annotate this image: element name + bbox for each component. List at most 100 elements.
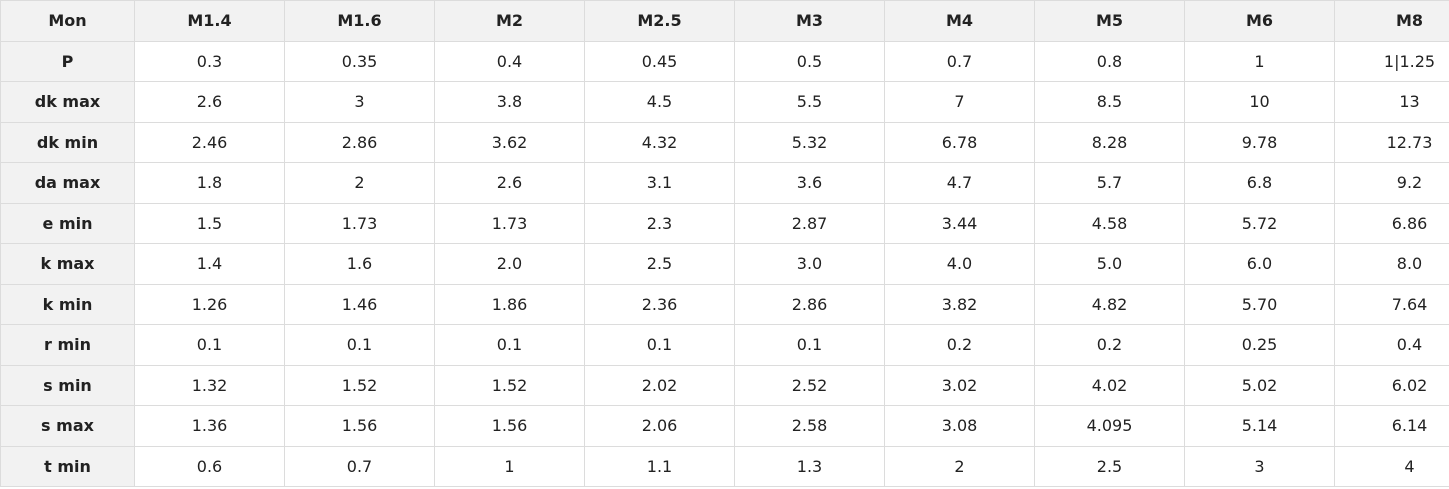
table-cell: 1.32 (134, 364, 285, 406)
table-cell: 1.5 (134, 202, 285, 244)
table-cell: 2.36 (584, 283, 735, 325)
table-cell: 2.6 (134, 81, 285, 123)
table-cell: 1.73 (434, 202, 585, 244)
table-cell: 4.095 (1034, 405, 1185, 447)
table-cell: 1.26 (134, 283, 285, 325)
table-cell: 2.6 (434, 162, 585, 204)
table-cell: 4.0 (884, 243, 1035, 285)
row-label: dk min (0, 121, 135, 163)
row-label: e min (0, 202, 135, 244)
table-cell: 1.36 (134, 405, 285, 447)
table-cell: 2.86 (734, 283, 885, 325)
table-cell: 6.86 (1334, 202, 1449, 244)
table-cell: 0.45 (584, 40, 735, 82)
table-cell: 0.1 (584, 324, 735, 366)
table-cell: 1.56 (284, 405, 435, 447)
table-row: k min 1.26 1.46 1.86 2.36 2.86 3.82 4.82 5.70 7.6… (0, 283, 1449, 325)
table-cell: 5.7 (1034, 162, 1185, 204)
header-cell: M1.4 (134, 0, 285, 42)
table-cell: 1.4 (134, 243, 285, 285)
table-cell: 2.3 (584, 202, 735, 244)
table-cell: 1 (1184, 40, 1335, 82)
table-cell: 2.02 (584, 364, 735, 406)
table-cell: 1.6 (284, 243, 435, 285)
table-cell: 1.52 (284, 364, 435, 406)
table-cell: 8.5 (1034, 81, 1185, 123)
table-cell: 9.78 (1184, 121, 1335, 163)
table-cell: 4.02 (1034, 364, 1185, 406)
table-cell: 2.0 (434, 243, 585, 285)
table-cell: 3.6 (734, 162, 885, 204)
header-cell: M2 (434, 0, 585, 42)
table-cell: 0.2 (1034, 324, 1185, 366)
table-cell: 13 (1334, 81, 1449, 123)
table-cell: 0.1 (134, 324, 285, 366)
table-cell: 3.08 (884, 405, 1035, 447)
table-cell: 0.25 (1184, 324, 1335, 366)
row-label: da max (0, 162, 135, 204)
table-cell: 3 (284, 81, 435, 123)
table-cell: 0.4 (434, 40, 585, 82)
row-label: t min (0, 445, 135, 487)
table-cell: 0.4 (1334, 324, 1449, 366)
table-cell: 0.5 (734, 40, 885, 82)
table-cell: 0.7 (884, 40, 1035, 82)
table-cell: 2.06 (584, 405, 735, 447)
table-cell: 4.7 (884, 162, 1035, 204)
header-cell: M1.6 (284, 0, 435, 42)
table-cell: 4.5 (584, 81, 735, 123)
header-row: Mon M1.4 M1.6 M2 M2.5 M3 M4 M5 M6 M8 (0, 0, 1449, 42)
table-cell: 5.02 (1184, 364, 1335, 406)
table-cell: 8.28 (1034, 121, 1185, 163)
table-cell: 2.86 (284, 121, 435, 163)
table-cell: 10 (1184, 81, 1335, 123)
table-cell: 1.3 (734, 445, 885, 487)
table-row: e min 1.5 1.73 1.73 2.3 2.87 3.44 4.58 5.72 6.86 (0, 202, 1449, 244)
header-cell: M5 (1034, 0, 1185, 42)
table-cell: 1.8 (134, 162, 285, 204)
table-cell: 6.02 (1334, 364, 1449, 406)
header-cell: M6 (1184, 0, 1335, 42)
table-cell: 3.8 (434, 81, 585, 123)
table-cell: 2.87 (734, 202, 885, 244)
table-cell: 2 (284, 162, 435, 204)
table-cell: 0.1 (434, 324, 585, 366)
table-cell: 1.52 (434, 364, 585, 406)
table-cell: 0.6 (134, 445, 285, 487)
table-cell: 1.86 (434, 283, 585, 325)
table-cell: 7 (884, 81, 1035, 123)
row-label: P (0, 40, 135, 82)
table-cell: 4.32 (584, 121, 735, 163)
table-cell: 3.02 (884, 364, 1035, 406)
table-row: k max 1.4 1.6 2.0 2.5 3.0 4.0 5.0 6.0 8.0 (0, 243, 1449, 285)
table-row: dk min 2.46 2.86 3.62 4.32 5.32 6.78 8.28 9.78 12… (0, 121, 1449, 163)
table-row: t min 0.6 0.7 1 1.1 1.3 2 2.5 3 4 (0, 445, 1449, 487)
table-cell: 6.8 (1184, 162, 1335, 204)
table-cell: 3.1 (584, 162, 735, 204)
table-cell: 4.58 (1034, 202, 1185, 244)
row-label: s max (0, 405, 135, 447)
table-cell: 2 (884, 445, 1035, 487)
table-row: s max 1.36 1.56 1.56 2.06 2.58 3.08 4.095 5.14 6.… (0, 405, 1449, 447)
table-cell: 9.2 (1334, 162, 1449, 204)
table-row: da max 1.8 2 2.6 3.1 3.6 4.7 5.7 6.8 9.2 (0, 162, 1449, 204)
table-row: dk max 2.6 3 3.8 4.5 5.5 7 8.5 10 13 (0, 81, 1449, 123)
table-cell: 1.73 (284, 202, 435, 244)
table-cell: 0.7 (284, 445, 435, 487)
table-row: P 0.3 0.35 0.4 0.45 0.5 0.7 0.8 1 1|1.25 (0, 40, 1449, 82)
table-cell: 1.46 (284, 283, 435, 325)
header-cell: Mon (0, 0, 135, 42)
table-cell: 3 (1184, 445, 1335, 487)
table-cell: 2.46 (134, 121, 285, 163)
table-cell: 3.62 (434, 121, 585, 163)
table-body: P 0.3 0.35 0.4 0.45 0.5 0.7 0.8 1 1|1.25 dk max 2.6… (0, 40, 1449, 487)
header-cell: M4 (884, 0, 1035, 42)
header-cell: M2.5 (584, 0, 735, 42)
table-cell: 6.0 (1184, 243, 1335, 285)
header-cell: M3 (734, 0, 885, 42)
table-cell: 5.0 (1034, 243, 1185, 285)
table-cell: 7.64 (1334, 283, 1449, 325)
row-label: k max (0, 243, 135, 285)
